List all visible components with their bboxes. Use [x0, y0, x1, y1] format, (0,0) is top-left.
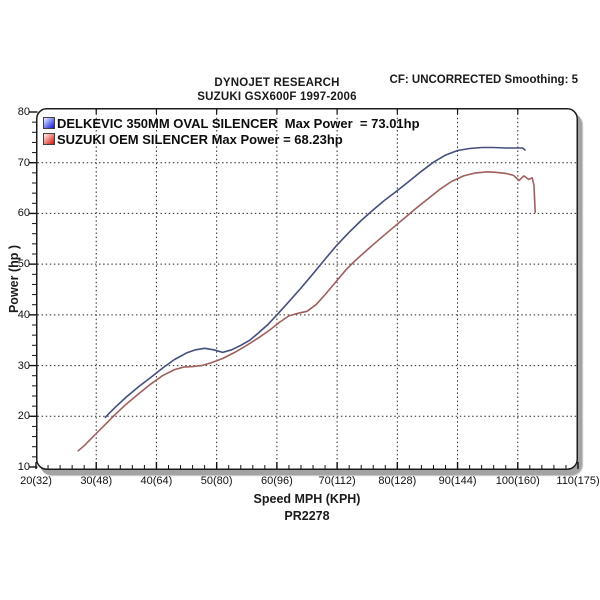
y-tick-label-80: 80: [17, 106, 30, 118]
y-tick-label-60: 60: [17, 207, 30, 220]
x-axis-title: Speed MPH (KPH): [253, 492, 361, 506]
y-axis-title: Power (hp ): [7, 244, 21, 314]
y-tick-label-20: 20: [17, 410, 30, 423]
delkevic-curve: [104, 146, 526, 419]
y-tick-label-30: 30: [17, 359, 30, 372]
x-tick-label-70: 70(112): [318, 475, 356, 487]
x-tick-label-50: 50(80): [200, 475, 233, 487]
y-tick-label-70: 70: [17, 156, 30, 169]
y-tick-label-10: 10: [17, 461, 30, 473]
y-tick-label-50: 50: [17, 258, 30, 271]
legend-item-delkevic: DELKEVIC 350MM OVAL SILENCER Max Power =…: [43, 115, 420, 131]
plot-border: [36, 108, 578, 470]
x-tick-label-80: 80(128): [378, 475, 417, 487]
x-tick-label-60: 60(96): [260, 475, 293, 487]
dyno-title: DYNOJET RESEARCH: [214, 77, 340, 89]
x-tick-label-110: 110(175): [556, 475, 600, 487]
oem-curve: [77, 171, 536, 452]
oem-legend-label: SUZUKI OEM SILENCER Max Power = 68.23hp: [57, 131, 343, 147]
y-tick-label-40: 40: [17, 308, 30, 321]
x-tick-label-40: 40(64): [140, 475, 173, 487]
oem-color-swatch-icon: [43, 133, 55, 145]
dyno-curves-canvas: [29, 108, 579, 470]
vehicle-subtitle: SUZUKI GSX600F 1997-2006: [197, 91, 357, 103]
delkevic-legend-label: DELKEVIC 350MM OVAL SILENCER Max Power =…: [57, 115, 420, 131]
x-tick-label-20: 20(32): [20, 475, 52, 487]
x-tick-label-90: 90(144): [438, 475, 477, 487]
chart-legend: DELKEVIC 350MM OVAL SILENCER Max Power =…: [43, 115, 420, 147]
run-code: PR2278: [284, 509, 330, 523]
legend-item-oem: SUZUKI OEM SILENCER Max Power = 68.23hp: [43, 131, 420, 147]
correction-smoothing-info: CF: UNCORRECTED Smoothing: 5: [389, 74, 578, 86]
plot-area: DELKEVIC 350MM OVAL SILENCER Max Power =…: [29, 108, 579, 470]
delkevic-color-swatch-icon: [43, 117, 55, 129]
x-tick-label-30: 30(48): [80, 475, 113, 487]
x-tick-label-100: 100(160): [495, 475, 540, 487]
